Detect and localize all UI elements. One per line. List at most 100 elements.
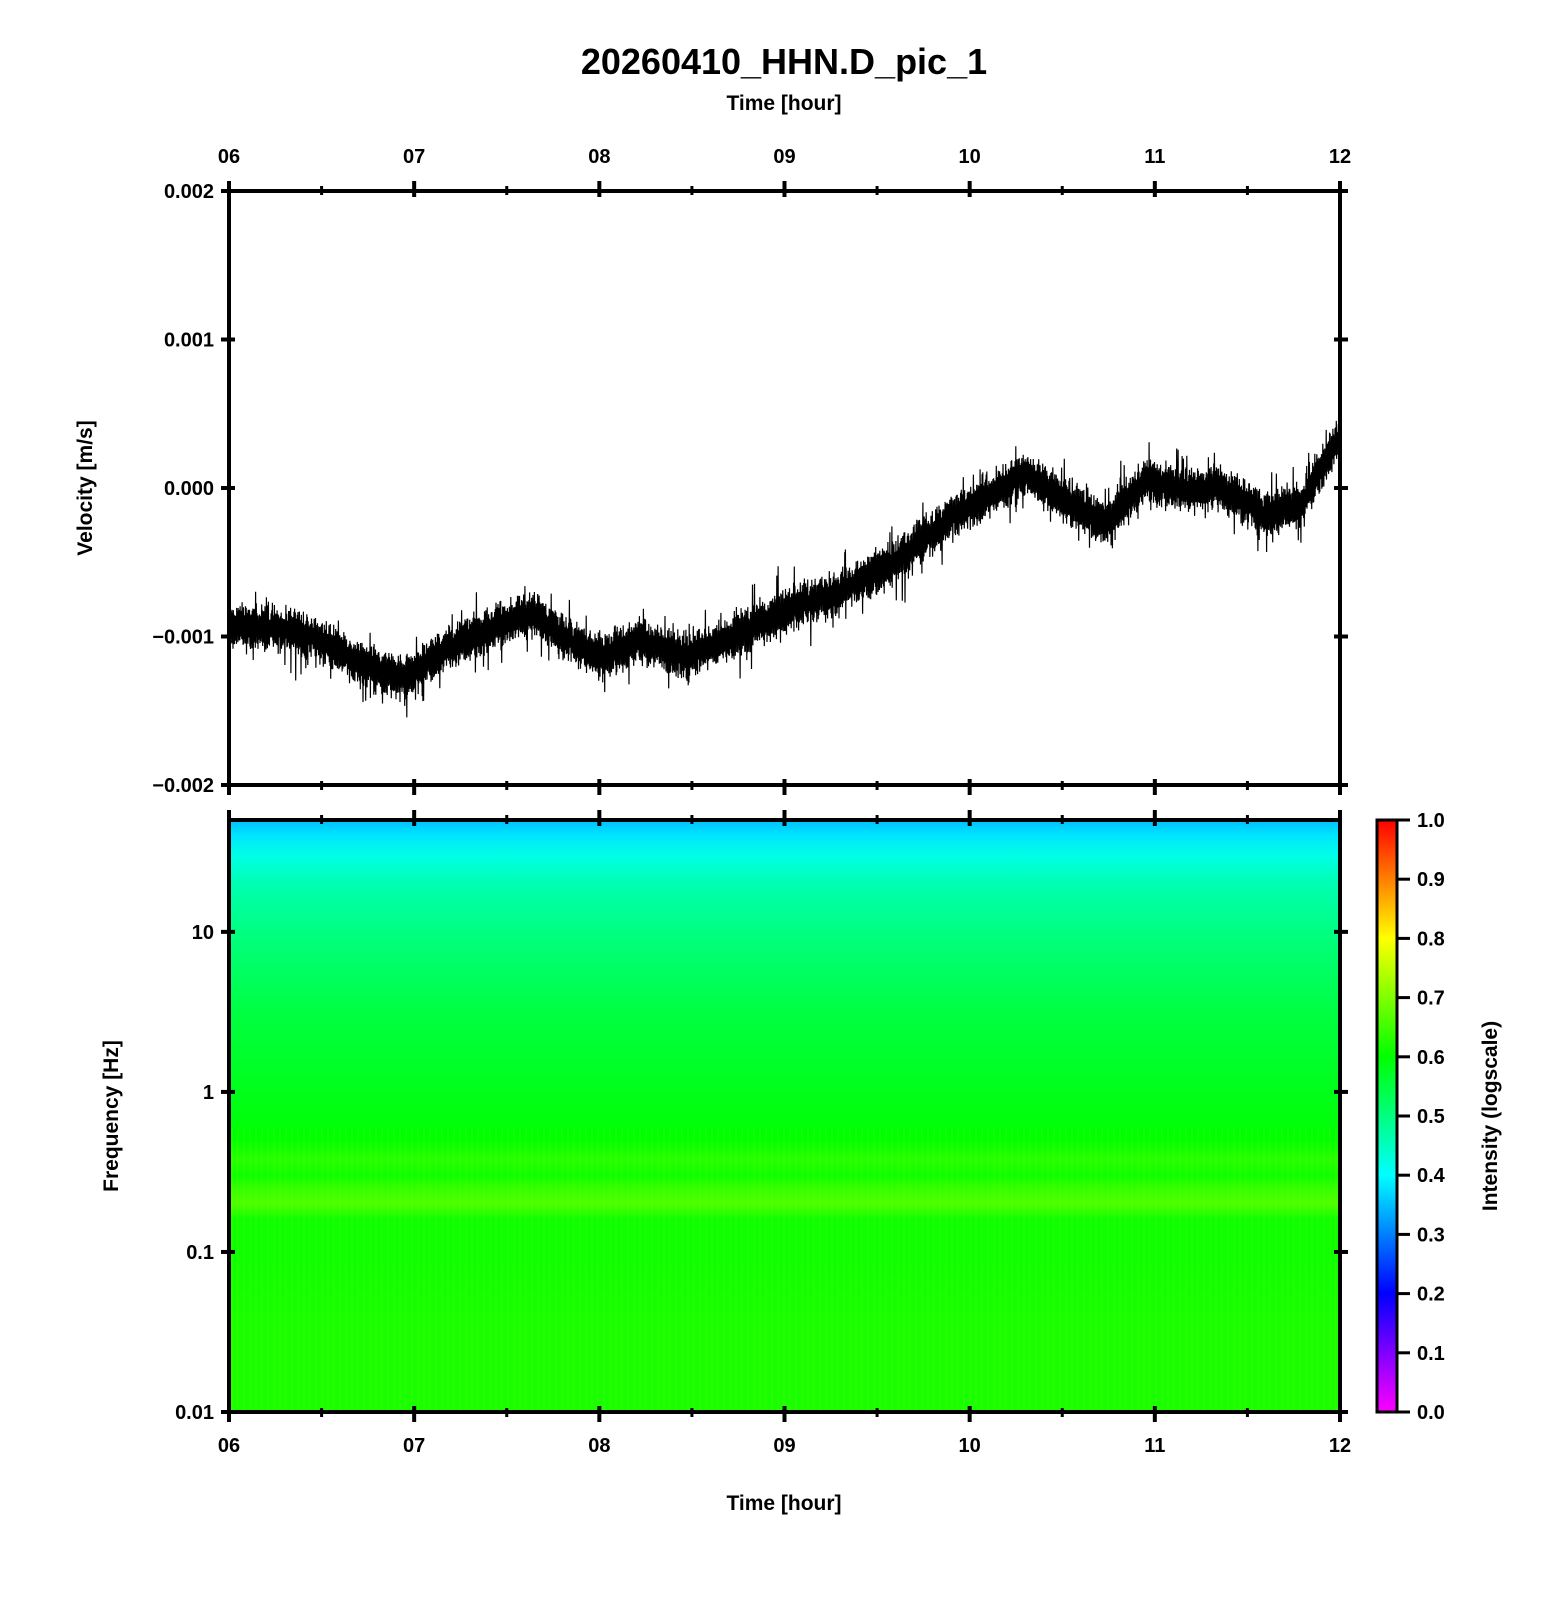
top-x-tick-label: 09 xyxy=(773,146,795,168)
colorbar-tick-label: 0.7 xyxy=(1417,988,1445,1010)
spectrogram-stripe xyxy=(615,1127,617,1412)
spectrogram-stripe xyxy=(321,1127,323,1412)
velocity-tick-label: 0.002 xyxy=(164,181,214,203)
spectrogram-stripe xyxy=(1209,1127,1211,1412)
spectrogram-stripe xyxy=(717,1127,719,1412)
spectrogram-stripe xyxy=(1317,1127,1319,1412)
bottom-x-tick-label: 11 xyxy=(1144,1435,1165,1457)
spectrogram-stripe xyxy=(441,1127,443,1412)
spectrogram-stripe xyxy=(921,1127,923,1412)
spectrogram-stripe xyxy=(693,1127,695,1412)
spectrogram-stripe xyxy=(261,1127,263,1412)
spectrogram-stripe xyxy=(993,1127,995,1412)
spectrogram-stripe xyxy=(1299,1127,1301,1412)
spectrogram-stripe xyxy=(603,1127,605,1412)
spectrogram-stripe xyxy=(819,1127,821,1412)
spectrogram-stripe xyxy=(705,1127,707,1412)
spectrogram-stripe xyxy=(1101,1127,1103,1412)
frequency-tick-label: 10 xyxy=(192,922,214,944)
spectrogram-stripe xyxy=(309,1127,311,1412)
spectrogram-stripe xyxy=(297,1127,299,1412)
spectrogram-stripe xyxy=(1065,1127,1067,1412)
spectrogram-stripe xyxy=(381,1127,383,1412)
spectrogram-stripe xyxy=(1095,1127,1097,1412)
spectrogram-stripe xyxy=(639,1127,641,1412)
top-x-tick-label: 11 xyxy=(1144,146,1165,168)
spectrogram-stripe xyxy=(549,1127,551,1412)
spectrogram-stripe xyxy=(1053,1127,1055,1412)
spectrogram-stripe xyxy=(243,1127,245,1412)
spectrogram-stripe xyxy=(507,1127,509,1412)
spectrogram-stripe xyxy=(957,1127,959,1412)
spectrogram-ticks: 06 07 08 09 10 11 12 10 1 0.1 0.01 xyxy=(175,810,1351,1457)
top-x-tick-label: 10 xyxy=(959,146,981,168)
spectrogram-stripe xyxy=(1041,1127,1043,1412)
spectrogram-stripe xyxy=(411,1127,413,1412)
spectrogram-stripe xyxy=(585,1127,587,1412)
spectrogram-stripe xyxy=(495,1127,497,1412)
spectrogram-stripe xyxy=(855,1127,857,1412)
spectrogram-stripe xyxy=(1113,1127,1115,1412)
spectrogram-stripe xyxy=(1275,1127,1277,1412)
spectrogram-stripe xyxy=(789,1127,791,1412)
colorbar-tick-label: 1.0 xyxy=(1417,810,1445,832)
spectrogram-stripe xyxy=(1071,1127,1073,1412)
bottom-x-tick-label: 12 xyxy=(1329,1435,1351,1457)
spectrogram-stripe xyxy=(267,1127,269,1412)
spectrogram-stripe xyxy=(453,1127,455,1412)
spectrogram-stripe xyxy=(651,1127,653,1412)
spectrogram-stripe xyxy=(525,1127,527,1412)
frequency-tick-label: 1 xyxy=(203,1082,214,1104)
spectrogram-stripe xyxy=(471,1127,473,1412)
colorbar-label: Intensity (logscale) xyxy=(1479,1021,1502,1211)
spectrogram-stripe xyxy=(867,1127,869,1412)
spectrogram-stripe xyxy=(1323,1127,1325,1412)
colorbar-tick-label: 0.1 xyxy=(1417,1343,1445,1365)
spectrogram-stripe xyxy=(1173,1127,1175,1412)
spectrogram-stripe xyxy=(1149,1127,1151,1412)
spectrogram-stripe xyxy=(1083,1127,1085,1412)
spectrogram-stripe xyxy=(669,1127,671,1412)
spectrogram-stripe xyxy=(657,1127,659,1412)
spectrogram-stripe xyxy=(531,1127,533,1412)
spectrogram-stripe xyxy=(801,1127,803,1412)
velocity-tick-label: 0.001 xyxy=(164,330,214,352)
top-x-tick-label: 12 xyxy=(1329,146,1351,168)
spectrogram-stripe xyxy=(447,1127,449,1412)
spectrogram-stripe xyxy=(771,1127,773,1412)
spectrogram-stripe xyxy=(1137,1127,1139,1412)
spectrogram-stripe xyxy=(375,1127,377,1412)
spectrogram-stripe xyxy=(1179,1127,1181,1412)
spectrogram-stripe xyxy=(1215,1127,1217,1412)
spectrogram-stripe xyxy=(1191,1127,1193,1412)
bottom-x-axis-label: Time [hour] xyxy=(726,1492,841,1515)
spectrogram-stripe xyxy=(699,1127,701,1412)
spectrogram-stripe xyxy=(417,1127,419,1412)
velocity-axis-label: Velocity [m/s] xyxy=(74,420,97,555)
spectrogram-stripe xyxy=(747,1127,749,1412)
spectrogram-stripe xyxy=(885,1127,887,1412)
spectrogram-stripe xyxy=(1221,1127,1223,1412)
spectrogram-stripe xyxy=(945,1127,947,1412)
colorbar-tick-label: 0.9 xyxy=(1417,869,1445,891)
spectrogram-stripe xyxy=(963,1127,965,1412)
spectrogram-stripe xyxy=(903,1127,905,1412)
spectrogram-stripe xyxy=(663,1127,665,1412)
spectrogram-stripe xyxy=(357,1127,359,1412)
spectrogram-stripe xyxy=(1017,1127,1019,1412)
colorbar-tick-label: 0.8 xyxy=(1417,928,1445,950)
colorbar: 1.0 0.9 0.8 0.7 0.6 0.5 0.4 0.3 0.2 0.1 0.0 Intens… xyxy=(1375,810,1502,1424)
spectrogram-stripe xyxy=(315,1127,317,1412)
frequency-tick-label: 0.1 xyxy=(186,1242,214,1264)
spectrogram-stripe xyxy=(513,1127,515,1412)
spectrogram-stripe xyxy=(837,1127,839,1412)
spectrogram-stripe xyxy=(873,1127,875,1412)
spectrogram-stripe xyxy=(1245,1127,1247,1412)
spectrogram-stripe xyxy=(249,1127,251,1412)
spectrogram-stripe xyxy=(1239,1127,1241,1412)
velocity-tick-label: −0.002 xyxy=(152,775,214,797)
colorbar-tick-label: 0.6 xyxy=(1417,1047,1445,1069)
spectrogram-stripe xyxy=(1035,1127,1037,1412)
